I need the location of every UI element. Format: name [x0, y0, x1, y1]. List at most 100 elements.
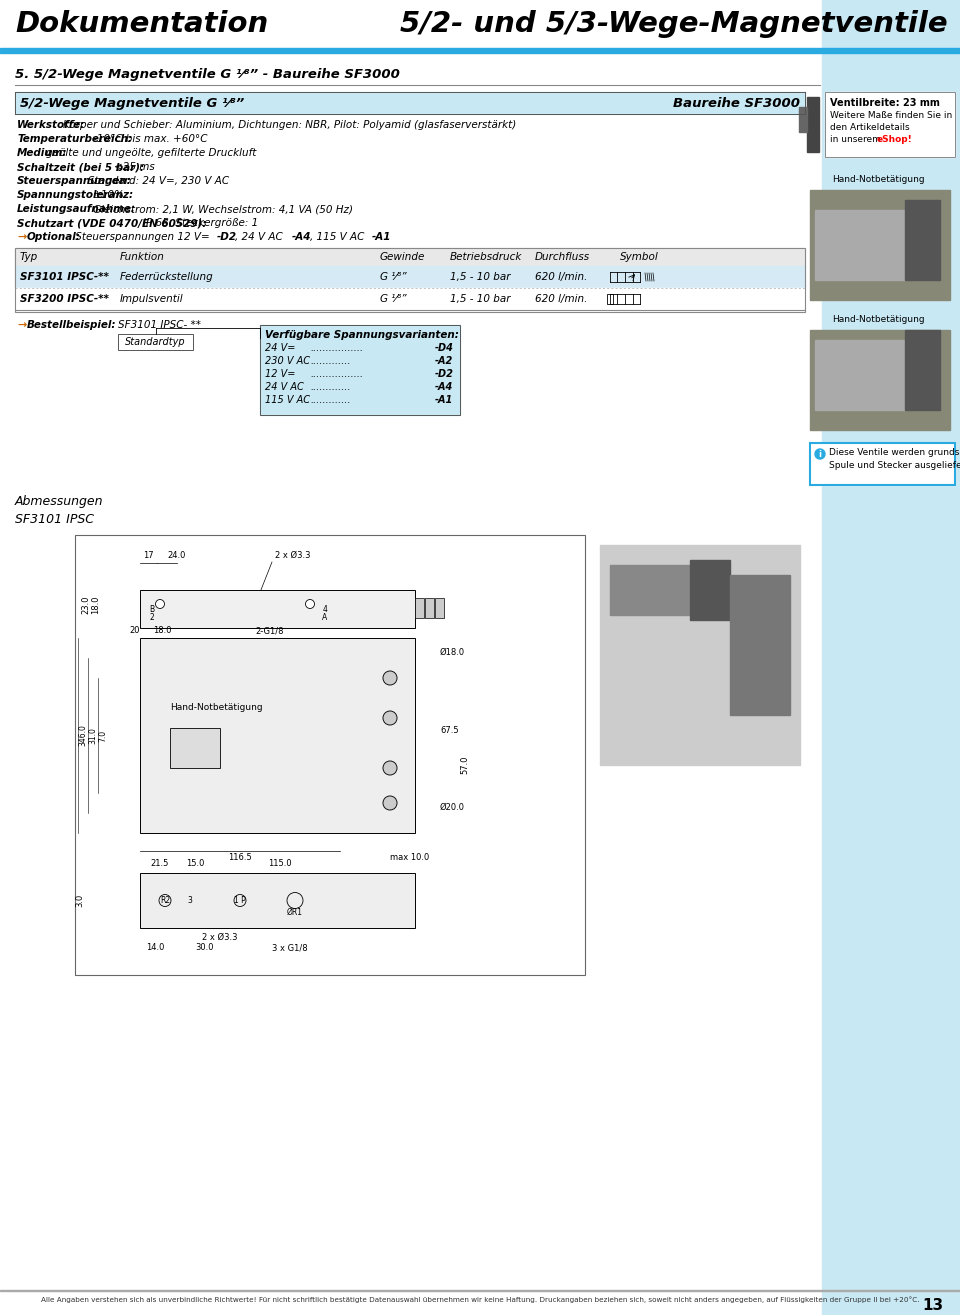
- Text: Symbol: Symbol: [620, 252, 659, 262]
- Text: G ¹⁄⁸”: G ¹⁄⁸”: [380, 272, 407, 281]
- Bar: [690, 560, 730, 619]
- Bar: [600, 544, 800, 765]
- Text: Bestellbeispiel:: Bestellbeispiel:: [27, 320, 116, 330]
- Text: Steuerspannungen 12 V=: Steuerspannungen 12 V=: [72, 231, 213, 242]
- Text: B: B: [150, 605, 155, 614]
- Text: Federrückstellung: Federrückstellung: [120, 272, 214, 281]
- Text: Diese Ventile werden grundsätzlich mit: Diese Ventile werden grundsätzlich mit: [829, 448, 960, 458]
- Text: 1,5 - 10 bar: 1,5 - 10 bar: [450, 295, 511, 304]
- Bar: [607, 295, 613, 304]
- Text: 3 x G1/8: 3 x G1/8: [273, 943, 308, 952]
- Bar: [140, 590, 415, 629]
- Text: .............: .............: [310, 394, 350, 405]
- Text: i: i: [819, 450, 822, 459]
- Text: 2 x Ø3.3: 2 x Ø3.3: [203, 934, 238, 942]
- Text: 115 V AC: 115 V AC: [265, 394, 310, 405]
- Text: Abmessungen: Abmessungen: [15, 494, 104, 508]
- Bar: [140, 638, 415, 832]
- Text: Betriebsdruck: Betriebsdruck: [450, 252, 522, 262]
- Text: Durchfluss: Durchfluss: [535, 252, 590, 262]
- Text: Hand-Notbetätigung: Hand-Notbetätigung: [832, 175, 924, 184]
- Text: -A1: -A1: [435, 394, 453, 405]
- Text: 24 V AC: 24 V AC: [265, 381, 303, 392]
- Text: den Artikeldetails: den Artikeldetails: [830, 124, 910, 132]
- Text: 18.0: 18.0: [91, 596, 100, 614]
- Text: 20: 20: [130, 626, 140, 635]
- Text: 21.5: 21.5: [151, 859, 169, 868]
- Text: -A4: -A4: [435, 381, 453, 392]
- Text: 5/2- und 5/3-Wege-Magnetventile: 5/2- und 5/3-Wege-Magnetventile: [400, 11, 948, 38]
- Text: geölte und ungeölte, gefilterte Druckluft: geölte und ungeölte, gefilterte Druckluf…: [46, 149, 256, 158]
- Text: 2-G1/8: 2-G1/8: [255, 626, 284, 635]
- Text: 115.0: 115.0: [268, 859, 292, 868]
- Circle shape: [383, 796, 397, 810]
- Bar: [15, 288, 805, 310]
- Bar: [260, 325, 460, 416]
- Text: Leistungsaufnahme:: Leistungsaufnahme:: [17, 204, 136, 214]
- Text: 12 V=: 12 V=: [265, 370, 296, 379]
- Text: Funktion: Funktion: [120, 252, 165, 262]
- Text: Dokumentation: Dokumentation: [15, 11, 268, 38]
- Text: 5. 5/2-Wege Magnetventile G ¹⁄⁸” - Baureihe SF3000: 5. 5/2-Wege Magnetventile G ¹⁄⁸” - Baure…: [15, 68, 400, 82]
- Bar: [822, 0, 960, 1315]
- Text: -D4: -D4: [435, 343, 454, 352]
- Text: Ventilbreite: 23 mm: Ventilbreite: 23 mm: [830, 99, 940, 108]
- Bar: [810, 443, 955, 485]
- Circle shape: [383, 711, 397, 725]
- Text: Ø18.0: Ø18.0: [440, 648, 466, 658]
- Text: Schaltzeit (bei 5 bar):: Schaltzeit (bei 5 bar):: [17, 162, 144, 172]
- Text: 14.0: 14.0: [146, 943, 164, 952]
- Text: -D2: -D2: [217, 231, 237, 242]
- Text: Schutzart (VDE 0470/EN 60529):: Schutzart (VDE 0470/EN 60529):: [17, 218, 206, 227]
- Text: ±10%: ±10%: [92, 189, 125, 200]
- Bar: [825, 92, 955, 156]
- Text: 3.0: 3.0: [76, 894, 84, 907]
- Text: .............: .............: [310, 356, 350, 366]
- Text: A: A: [323, 613, 327, 622]
- Bar: [610, 565, 690, 615]
- Text: Baureihe SF3000: Baureihe SF3000: [673, 96, 800, 109]
- Bar: [435, 598, 444, 618]
- Text: .................: .................: [310, 370, 363, 379]
- Text: R2: R2: [160, 896, 170, 905]
- Bar: [810, 189, 950, 300]
- Bar: [15, 266, 805, 288]
- Text: Verfügbare Spannungsvarianten:: Verfügbare Spannungsvarianten:: [265, 330, 459, 341]
- Text: 4: 4: [323, 605, 327, 614]
- Text: Typ: Typ: [20, 252, 38, 262]
- Text: , 115 V AC: , 115 V AC: [310, 231, 368, 242]
- Text: Standard: 24 V=, 230 V AC: Standard: 24 V=, 230 V AC: [88, 176, 229, 185]
- Bar: [807, 97, 819, 153]
- Text: 2 x Ø3.3: 2 x Ø3.3: [275, 551, 310, 560]
- Text: →: →: [17, 320, 26, 330]
- Text: →: →: [17, 231, 26, 242]
- Bar: [15, 249, 805, 266]
- Text: in unserem: in unserem: [830, 135, 884, 145]
- Bar: [75, 535, 585, 974]
- Text: -A2: -A2: [435, 356, 453, 366]
- Text: -D2: -D2: [435, 370, 454, 379]
- Text: Gewinde: Gewinde: [380, 252, 425, 262]
- Text: 23.0: 23.0: [81, 596, 90, 614]
- Bar: [799, 107, 807, 132]
- Circle shape: [305, 600, 315, 609]
- Text: IP 65, Steckergröße: 1: IP 65, Steckergröße: 1: [143, 218, 258, 227]
- Bar: [905, 200, 940, 280]
- Text: SF3101 IPSC- **: SF3101 IPSC- **: [118, 320, 201, 330]
- Text: SF3200 IPSC-**: SF3200 IPSC-**: [20, 295, 108, 304]
- Text: 230 V AC: 230 V AC: [265, 356, 310, 366]
- Text: .............: .............: [310, 381, 350, 392]
- Text: 7.0: 7.0: [99, 730, 108, 742]
- Bar: [825, 92, 955, 156]
- Text: 2: 2: [150, 613, 155, 622]
- Text: Standardtyp: Standardtyp: [125, 337, 186, 347]
- Bar: [810, 443, 955, 485]
- Bar: [0, 49, 960, 53]
- Text: 31.0: 31.0: [88, 727, 98, 744]
- Text: 67.5: 67.5: [440, 726, 459, 735]
- Text: Körper und Schieber: Aluminium, Dichtungen: NBR, Pilot: Polyamid (glasfaserverst: Körper und Schieber: Aluminium, Dichtung…: [63, 120, 516, 130]
- Text: SF3101 IPSC: SF3101 IPSC: [15, 513, 94, 526]
- Text: -A4: -A4: [292, 231, 311, 242]
- Text: 30.0: 30.0: [196, 943, 214, 952]
- Text: max 10.0: max 10.0: [390, 853, 429, 863]
